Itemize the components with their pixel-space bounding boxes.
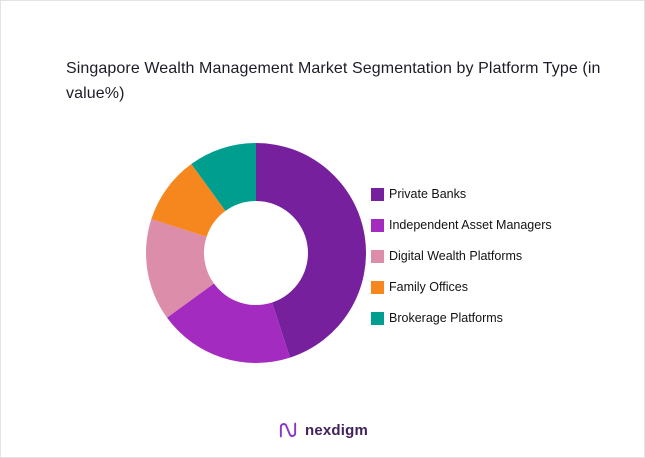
legend-label: Brokerage Platforms [389,311,503,325]
chart-title: Singapore Wealth Management Market Segme… [66,60,601,102]
donut-segment-independent-asset-managers [167,283,290,364]
legend-label: Digital Wealth Platforms [389,249,523,263]
legend-item: Brokerage Platforms [371,310,552,326]
legend-item: Independent Asset Managers [371,217,552,233]
legend-swatch [371,280,384,294]
footer-logo: nexdigm [1,419,644,441]
donut-segment-family-offices [151,164,226,237]
nexdigm-n-wave-icon [279,422,297,438]
donut-segment-digital-wealth-platforms [145,219,214,318]
donut-chart [145,143,367,364]
donut-chart-area [144,141,368,365]
legend-label: Independent Asset Managers [389,218,552,232]
legend-swatch [371,249,384,263]
legend-swatch [371,187,384,201]
logo-text: nexdigm [304,421,369,439]
legend-item: Private Banks [371,186,552,202]
legend-swatch [371,311,384,325]
legend-item: Family Offices [371,279,552,295]
legend-item: Digital Wealth Platforms [371,248,552,264]
donut-segment-private-banks [256,143,367,358]
legend-label: Family Offices [389,280,468,294]
legend-swatch [371,218,384,232]
donut-segment-brokerage-platforms [191,143,256,211]
chart-legend: Private Banks Independent Asset Managers… [371,186,552,326]
legend-label: Private Banks [389,187,467,201]
